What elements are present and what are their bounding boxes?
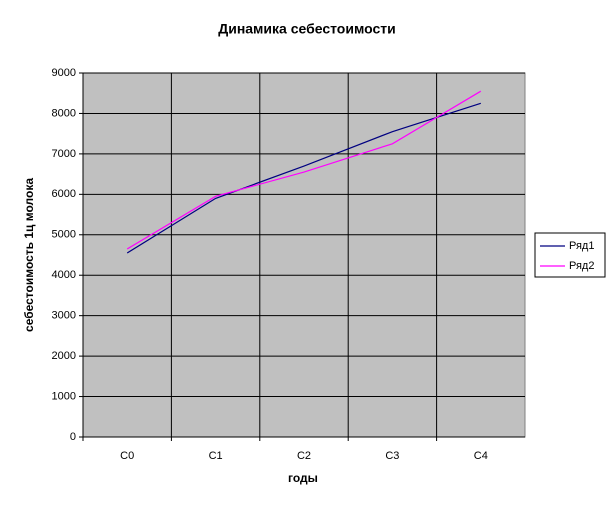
y-tick-label: 3000 (52, 310, 76, 322)
y-tick-label: 4000 (52, 269, 76, 281)
x-axis-title: годы (288, 471, 318, 485)
y-tick-label: 5000 (52, 229, 76, 241)
y-tick-label: 9000 (52, 67, 76, 79)
x-tick-label: C2 (297, 450, 311, 462)
y-tick-label: 8000 (52, 107, 76, 119)
chart-title: Динамика себестоимости (218, 21, 396, 37)
y-tick-label: 2000 (52, 350, 76, 362)
y-tick-label: 6000 (52, 188, 76, 200)
y-axis-title: себестоимость 1ц молока (22, 178, 36, 332)
x-tick-label: C4 (474, 450, 488, 462)
plot-area (82, 72, 526, 438)
legend-box (534, 232, 606, 278)
y-tick-label: 1000 (52, 390, 76, 402)
legend-label: Ряд1 (569, 240, 594, 252)
x-tick-label: C3 (385, 450, 399, 462)
y-tick-label: 7000 (52, 148, 76, 160)
x-tick-label: C1 (209, 450, 223, 462)
x-tick-label: C0 (120, 450, 134, 462)
y-tick-label: 0 (70, 431, 76, 443)
legend-label: Ряд2 (569, 260, 594, 272)
series-line (126, 90, 482, 250)
series-line (126, 102, 481, 254)
